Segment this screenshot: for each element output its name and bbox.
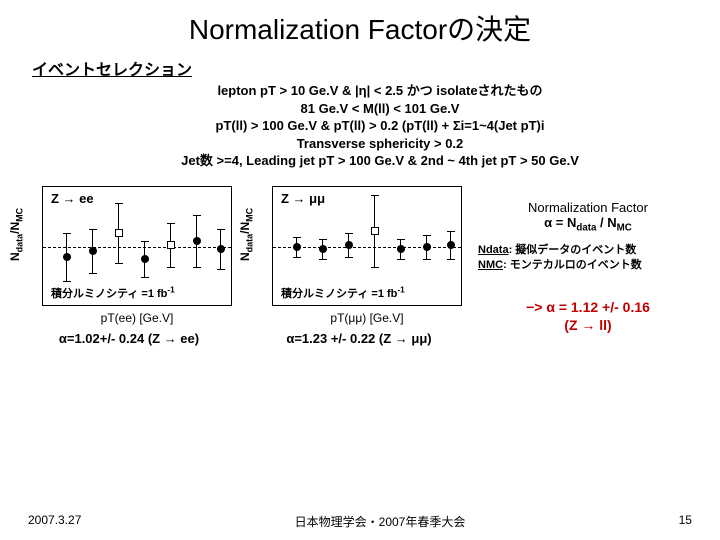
sel-line: 81 Ge.V < M(ll) < 101 Ge.V	[70, 100, 690, 118]
midline	[43, 247, 231, 248]
y-axis-label: Ndata/NMC	[8, 208, 24, 261]
series-label: Z → μμ	[281, 191, 325, 206]
plot-area: Z → μμ 積分ルミノシティ =1 fb-1	[272, 186, 462, 306]
charts-row: Ndata/NMC Z → ee 積分ルミノシティ =1 fb-1 pT(ee)…	[0, 176, 720, 346]
symbol-defs: Ndata: 擬似データのイベント数 NMC: モンテカルロのイベント数	[478, 243, 698, 272]
alpha-result: α=1.02+/- 0.24 (Z → ee)	[14, 331, 244, 346]
alpha-result: α=1.23 +/- 0.22 (Z → μμ)	[244, 331, 474, 346]
footer-date: 2007.3.27	[28, 513, 81, 530]
sel-line: lepton pT > 10 Ge.V & |η| < 2.5 かつ isola…	[70, 82, 690, 100]
footer-page: 15	[679, 513, 692, 530]
midline	[273, 247, 461, 248]
section-heading: イベントセレクション	[32, 56, 720, 80]
combined-result: −> α = 1.12 +/- 0.16 (Z → ll)	[478, 298, 698, 334]
chart-zee: Ndata/NMC Z → ee 積分ルミノシティ =1 fb-1 pT(ee)…	[14, 176, 244, 346]
x-axis-label: pT(ee) [Ge.V]	[42, 311, 232, 325]
sel-line: pT(ll) > 100 Ge.V & pT(ll) > 0.2 (pT(ll)…	[70, 117, 690, 135]
luminosity-label: 積分ルミノシティ =1 fb-1	[51, 285, 175, 301]
x-axis-label: pT(μμ) [Ge.V]	[272, 311, 462, 325]
plot-area: Z → ee 積分ルミノシティ =1 fb-1	[42, 186, 232, 306]
nf-definition: Normalization Factor α = Ndata / NMC	[478, 200, 698, 234]
chart-zmm: Ndata/NMC Z → μμ 積分ルミノシティ =1 fb-1 pT(μμ)…	[244, 176, 474, 346]
footer: 2007.3.27 日本物理学会・2007年春季大会 15	[0, 513, 720, 530]
sel-line: Jet数 >=4, Leading jet pT > 100 Ge.V & 2n…	[70, 152, 690, 170]
footer-center: 日本物理学会・2007年春季大会	[295, 513, 466, 530]
y-axis-label: Ndata/NMC	[238, 208, 254, 261]
sel-line: Transverse sphericity > 0.2	[70, 135, 690, 153]
luminosity-label: 積分ルミノシティ =1 fb-1	[281, 285, 405, 301]
series-label: Z → ee	[51, 191, 94, 206]
page-title: Normalization Factorの決定	[0, 0, 720, 48]
side-panel: Normalization Factor α = Ndata / NMC Nda…	[474, 176, 704, 335]
selection-criteria: lepton pT > 10 Ge.V & |η| < 2.5 かつ isola…	[70, 82, 690, 170]
